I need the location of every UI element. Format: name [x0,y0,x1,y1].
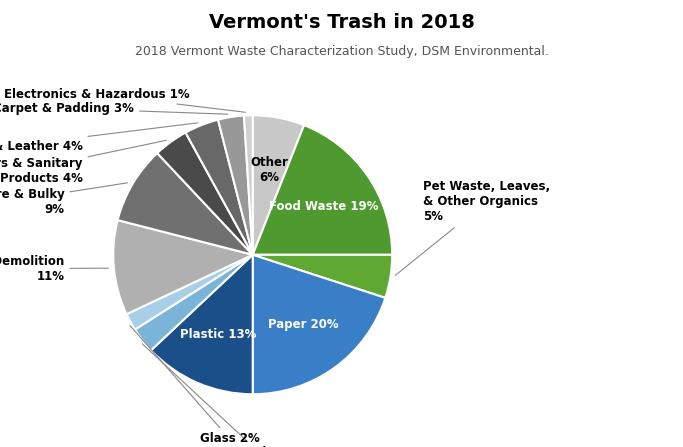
Wedge shape [253,115,304,255]
Wedge shape [253,255,385,394]
Text: Electronics & Hazardous 1%: Electronics & Hazardous 1% [4,88,245,112]
Wedge shape [113,220,253,314]
Wedge shape [253,125,392,255]
Text: Pet Waste, Leaves,
& Other Organics
5%: Pet Waste, Leaves, & Other Organics 5% [395,180,550,275]
Text: Carpet & Padding 3%: Carpet & Padding 3% [0,102,227,115]
Text: Vermont's Trash in 2018: Vermont's Trash in 2018 [208,13,475,33]
Wedge shape [186,120,253,255]
Wedge shape [244,115,253,255]
Text: Plastic 13%: Plastic 13% [180,328,257,341]
Text: Other
6%: Other 6% [250,156,288,184]
Text: Glass 2%: Glass 2% [130,325,260,445]
Text: Furniture & Bulky
9%: Furniture & Bulky 9% [0,183,128,216]
Wedge shape [218,116,253,255]
Text: Textiles & Leather 4%: Textiles & Leather 4% [0,123,197,152]
Wedge shape [126,255,253,329]
Wedge shape [151,255,253,394]
Wedge shape [157,133,253,255]
Wedge shape [135,255,253,350]
Wedge shape [117,153,253,255]
Text: Construction & Demolition
11%: Construction & Demolition 11% [0,255,109,283]
Text: Diapers & Sanitary
Products 4%: Diapers & Sanitary Products 4% [0,140,167,185]
Wedge shape [253,255,392,298]
Text: Paper 20%: Paper 20% [268,318,339,331]
Text: Metal 3%: Metal 3% [142,344,290,447]
Text: Food Waste 19%: Food Waste 19% [270,200,379,213]
Text: 2018 Vermont Waste Characterization Study, DSM Environmental.: 2018 Vermont Waste Characterization Stud… [135,45,548,58]
